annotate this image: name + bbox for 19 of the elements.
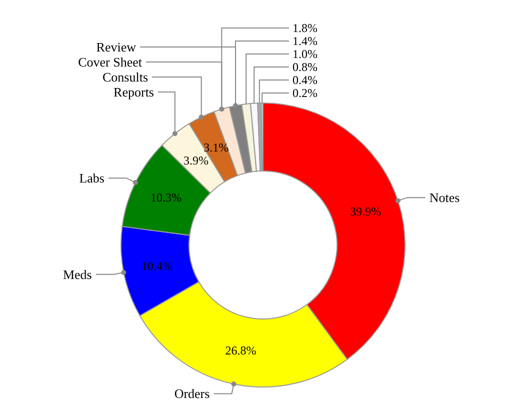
data-label: 1.4% [292, 34, 318, 48]
slice-label: Reports [114, 84, 154, 100]
slice-label: Consults [102, 70, 148, 84]
slice-label: Notes [429, 190, 460, 206]
data-label: 0.2% [292, 86, 318, 100]
data-label: 3.9% [184, 153, 209, 168]
data-label: 0.8% [292, 60, 318, 74]
slice-label: Review [96, 40, 137, 54]
data-label: 0.4% [292, 73, 318, 87]
data-label: 26.8% [225, 344, 256, 358]
slice-label: Labs [79, 170, 104, 186]
data-label: 10.3% [150, 190, 182, 204]
slice-label: Cover Sheet [78, 54, 142, 70]
slice-label: Orders [174, 386, 210, 402]
data-label: 1.8% [292, 21, 318, 35]
data-label: 1.0% [292, 47, 318, 61]
slice-label: Meds [62, 266, 92, 282]
data-label: 10.4% [142, 258, 173, 273]
data-label: 39.9% [350, 204, 382, 218]
